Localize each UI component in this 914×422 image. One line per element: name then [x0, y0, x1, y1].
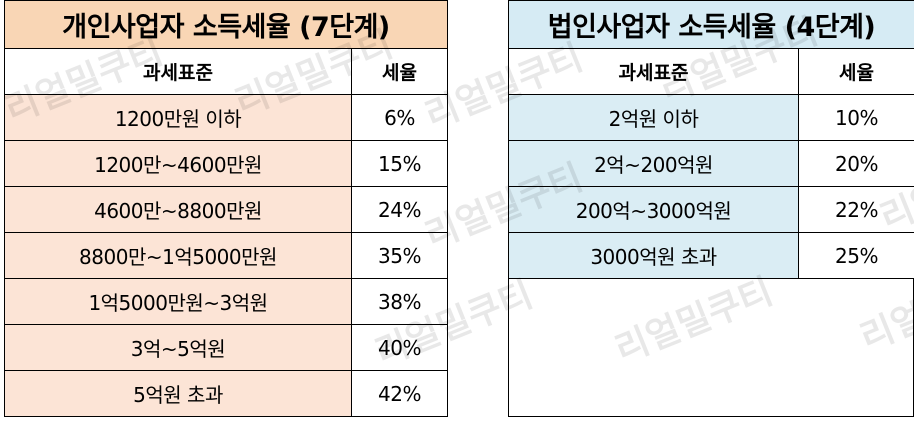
table-row: 1억5000만원~3억원 38%	[4, 278, 449, 325]
table-row: 1200만원 이하 6%	[4, 94, 449, 141]
tax-standard-cell: 8800만~1억5000만원	[4, 232, 352, 279]
tax-rate-cell: 20%	[797, 140, 914, 187]
tax-standard-cell: 1200만~4600만원	[4, 140, 352, 187]
tax-standard-cell: 3000억원 초과	[508, 232, 799, 279]
tax-standard-cell: 1200만원 이하	[4, 94, 352, 141]
tax-rate-cell: 15%	[350, 140, 449, 187]
table-row: 4600만~8800만원 24%	[4, 186, 449, 233]
individual-header-standard: 과세표준	[4, 48, 352, 95]
tax-standard-cell: 5억원 초과	[4, 370, 352, 417]
tax-rate-cell: 24%	[350, 186, 449, 233]
tax-rate-cell: 10%	[797, 94, 914, 141]
tax-rate-cell: 22%	[797, 186, 914, 233]
individual-table-title: 개인사업자 소득세율 (7단계)	[3, 0, 449, 49]
tax-rate-cell: 6%	[350, 94, 449, 141]
corporate-header-rate: 세율	[797, 48, 914, 95]
corporate-tax-table: 법인사업자 소득세율 (4단계) 과세표준 세율 2억원 이하 10% 2억~2…	[507, 0, 914, 279]
tax-standard-cell: 2억원 이하	[508, 94, 799, 141]
corporate-table-empty-area	[508, 278, 914, 417]
individual-tax-table: 개인사업자 소득세율 (7단계) 과세표준 세율 1200만원 이하 6% 12…	[3, 0, 449, 417]
table-row: 2억원 이하 10%	[508, 94, 914, 141]
table-row: 1200만~4600만원 15%	[4, 140, 449, 187]
table-row: 3억~5억원 40%	[4, 324, 449, 371]
table-row: 200억~3000억원 22%	[508, 186, 914, 233]
corporate-header-standard: 과세표준	[508, 48, 799, 95]
table-row: 2억~200억원 20%	[508, 140, 914, 187]
table-row: 5억원 초과 42%	[4, 370, 449, 417]
table-row: 8800만~1억5000만원 35%	[4, 232, 449, 279]
tax-rate-cell: 42%	[350, 370, 449, 417]
tax-standard-cell: 2억~200억원	[508, 140, 799, 187]
tax-rate-cell: 25%	[797, 232, 914, 279]
tax-standard-cell: 1억5000만원~3억원	[4, 278, 352, 325]
tax-standard-cell: 4600만~8800만원	[4, 186, 352, 233]
tax-rate-cell: 38%	[350, 278, 449, 325]
tax-rate-cell: 35%	[350, 232, 449, 279]
tax-standard-cell: 200억~3000억원	[508, 186, 799, 233]
corporate-table-title: 법인사업자 소득세율 (4단계)	[507, 0, 914, 49]
individual-header-rate: 세율	[350, 48, 449, 95]
table-row: 3000억원 초과 25%	[508, 232, 914, 279]
tax-standard-cell: 3억~5억원	[4, 324, 352, 371]
tax-rate-cell: 40%	[350, 324, 449, 371]
